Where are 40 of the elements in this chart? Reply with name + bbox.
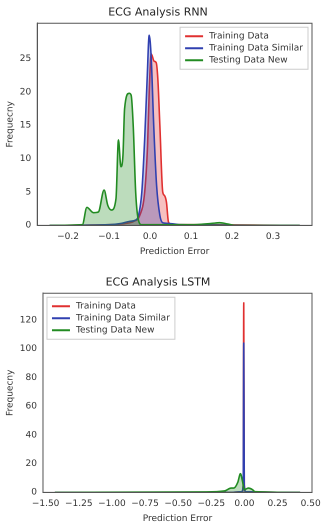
legend-label: Testing Data New	[208, 56, 288, 66]
x-tick-label: 0.1	[184, 232, 198, 242]
y-tick-label: 0	[31, 488, 38, 498]
y-tick-label: 10	[20, 154, 32, 164]
x-tick-label: −0.75	[131, 499, 159, 510]
x-tick-label: −0.25	[197, 499, 226, 510]
x-tick-label: −0.50	[164, 499, 192, 510]
x-tick-label: 0.2	[224, 232, 240, 242]
y-tick-label: 5	[26, 187, 32, 198]
x-tick-label: −1.50	[32, 499, 60, 510]
chart-title: ECG Analysis LSTM	[106, 275, 210, 288]
y-tick-label: 15	[20, 120, 32, 131]
x-tick-label: −1.00	[98, 499, 126, 510]
y-tick-label: 80	[26, 372, 38, 383]
y-tick-label: 25	[20, 54, 32, 64]
x-tick-label: −1.25	[64, 499, 93, 510]
y-tick-label: 120	[20, 315, 38, 326]
y-tick-label: 20	[20, 87, 32, 98]
x-tick-label: 0.0	[142, 232, 158, 242]
x-tick-label: 0.50	[300, 499, 321, 510]
x-axis-title: Prediction Error	[142, 514, 213, 524]
y-tick-label: 40	[26, 430, 38, 440]
x-tick-label: −0.2	[57, 232, 79, 242]
legend-label: Training Data	[74, 302, 136, 312]
x-axis-title: Prediction Error	[140, 246, 210, 257]
legend-label: Training Data Similar	[208, 44, 304, 54]
y-tick-label: 100	[20, 344, 38, 354]
x-tick-label: 0.3	[266, 232, 280, 242]
y-axis-title: Frequecny	[6, 368, 16, 416]
x-tick-label: −0.1	[98, 232, 120, 242]
x-tick-label: 0.00	[234, 499, 255, 510]
legend-label: Training Data	[208, 32, 269, 42]
legend-label: Training Data Similar	[74, 314, 170, 324]
legend-label: Testing Data New	[74, 326, 154, 336]
y-tick-label: 0	[26, 220, 32, 231]
y-tick-label: 60	[26, 402, 38, 412]
chart-title: ECG Analysis RNN	[108, 5, 208, 18]
y-axis-title: Frequecny	[6, 100, 16, 148]
y-tick-label: 20	[26, 459, 38, 470]
x-tick-label: 0.25	[268, 499, 288, 510]
